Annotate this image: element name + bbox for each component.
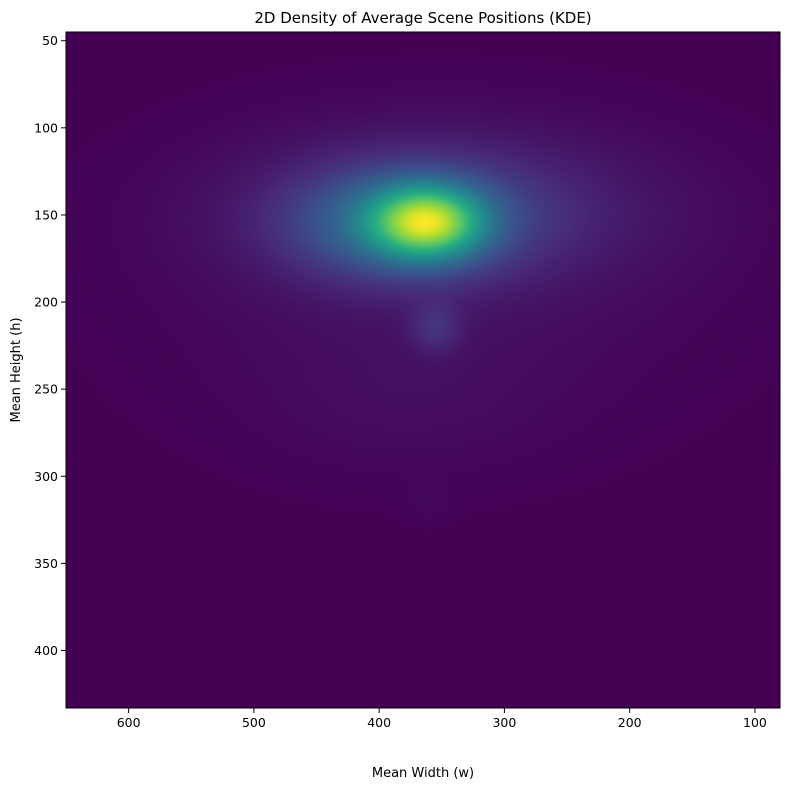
x-axis-label: Mean Width (w) [372, 766, 474, 781]
x-axis: 600 500 400 300 200 100 [117, 708, 767, 730]
axes-frame [65, 31, 781, 709]
x-tick-label: 100 [743, 715, 767, 730]
y-tick-label: 250 [34, 382, 58, 397]
x-tick-label: 500 [242, 715, 266, 730]
y-tick-label: 350 [34, 556, 58, 571]
y-tick-label: 50 [42, 33, 58, 48]
x-tick-label: 600 [117, 715, 141, 730]
y-tick-label: 100 [34, 120, 58, 135]
y-tick-label: 400 [34, 643, 58, 658]
plot-area [65, 31, 781, 709]
chart-title: 2D Density of Average Scene Positions (K… [254, 9, 591, 27]
y-tick-label: 150 [34, 207, 58, 222]
x-tick-label: 400 [367, 715, 391, 730]
y-axis-label: Mean Height (h) [9, 317, 24, 422]
density-heatmap [66, 32, 780, 708]
x-tick-label: 200 [618, 715, 642, 730]
y-axis: 50 100 150 200 250 300 350 400 [34, 33, 66, 658]
y-tick-label: 200 [34, 295, 58, 310]
x-tick-label: 300 [492, 715, 516, 730]
y-tick-label: 300 [34, 469, 58, 484]
